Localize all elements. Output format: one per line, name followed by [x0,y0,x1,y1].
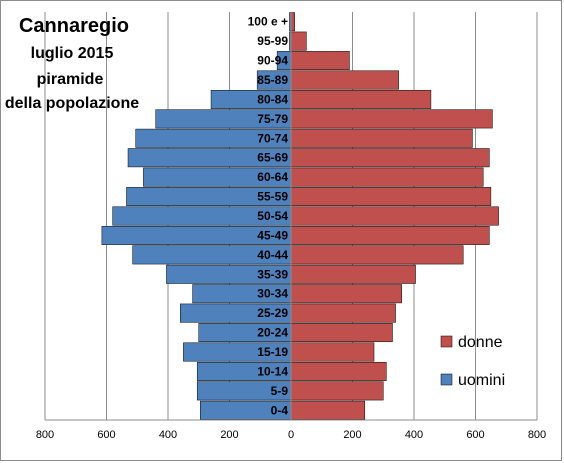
category-label: 70-74 [257,131,288,145]
category-label: 95-99 [257,34,288,48]
x-tick-label: 600 [97,429,115,441]
x-tick-label: 400 [159,429,177,441]
bar-donne [290,128,473,148]
category-label: 65-69 [257,151,288,165]
bar-donne [290,12,295,32]
category-label: 75-79 [257,112,288,126]
category-label: 90-94 [257,54,288,68]
bar-donne [290,70,399,90]
category-label: 85-89 [257,73,288,87]
category-label: 30-34 [257,287,288,301]
bar-donne [290,225,490,245]
x-tick-label: 200 [220,429,238,441]
bar-donne [290,31,307,51]
bar-donne [290,284,402,304]
bar-donne [290,361,387,381]
bar-donne [290,148,490,168]
category-label: 55-59 [257,190,288,204]
x-tick-label: 0 [288,429,294,441]
category-label: 0-4 [271,403,289,417]
x-tick-label: 200 [343,429,361,441]
category-label: 15-19 [257,345,288,359]
bar-donne [290,167,484,187]
category-label: 40-44 [257,248,288,262]
bar-donne [290,342,375,362]
x-tick-label: 400 [405,429,423,441]
bar-donne [290,323,393,343]
bar-donne [290,51,350,71]
category-label: 20-24 [257,326,288,340]
chart-title-line: della popolazione [5,95,139,112]
bar-donne [290,187,492,207]
category-label: 50-54 [257,209,288,223]
chart-title-line: Cannaregio [19,15,129,37]
bar-donne [290,303,396,323]
bar-donne [290,89,432,109]
category-label: 100 e + [248,15,288,29]
legend-swatch [440,373,453,386]
bar-donne [290,109,493,129]
category-label: 10-14 [257,364,288,378]
category-label: 5-9 [271,384,289,398]
legend-label: uomini [458,372,505,389]
bar-donne [290,264,416,284]
bar-donne [290,206,499,226]
category-label: 45-49 [257,228,288,242]
x-tick-label: 600 [466,429,484,441]
x-tick-label: 800 [36,429,54,441]
chart-title-line: luglio 2015 [31,45,114,62]
x-tick-label: 800 [528,429,546,441]
legend-label: donne [458,334,503,351]
category-label: 80-84 [257,92,288,106]
category-label: 60-64 [257,170,288,184]
legend-swatch [440,335,453,348]
bar-donne [290,400,366,420]
category-label: 35-39 [257,267,288,281]
chart-title-line: piramide [37,71,104,88]
category-label: 25-29 [257,306,288,320]
bar-donne [290,381,384,401]
bar-donne [290,245,464,265]
